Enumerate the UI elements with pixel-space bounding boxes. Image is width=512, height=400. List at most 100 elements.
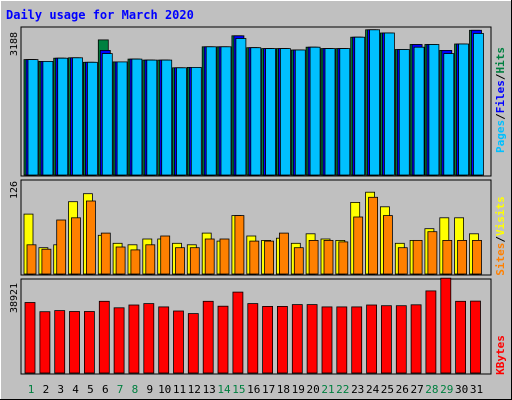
sites-bar	[323, 239, 334, 275]
day-label: 13	[203, 383, 216, 396]
kbytes-bar	[54, 310, 66, 374]
pages-bar	[57, 57, 69, 176]
day-label: 2	[43, 383, 50, 396]
pages-bar	[235, 38, 247, 176]
day-label: 25	[381, 383, 394, 396]
day-label: 23	[351, 383, 364, 396]
pages-bar	[146, 59, 158, 176]
legend-sep-2: /	[494, 73, 507, 80]
visits-max-label: 126	[9, 181, 20, 199]
day-label: 17	[262, 383, 275, 396]
sites-bar	[175, 247, 185, 275]
sites-bar	[41, 248, 52, 275]
day-label: 21	[321, 383, 334, 396]
kbytes-bar	[173, 310, 184, 374]
kbytes-bar	[113, 307, 125, 374]
day-label: 29	[440, 383, 453, 396]
pages-bar	[72, 57, 83, 176]
sites-bar	[100, 232, 111, 275]
day-label: 30	[455, 383, 468, 396]
pages-bar	[250, 47, 262, 176]
kbytes-bar	[39, 311, 51, 374]
sites-bar	[442, 239, 453, 275]
day-label: 4	[72, 383, 79, 396]
day-label: 28	[425, 383, 438, 396]
pages-bar	[443, 53, 455, 176]
kbytes-bar	[202, 300, 214, 374]
kbytes-bar	[351, 306, 363, 374]
pages-bar	[428, 44, 440, 176]
kbytes-bar	[336, 306, 348, 374]
sites-bar	[264, 240, 275, 275]
pages-bar	[190, 67, 202, 176]
day-label: 15	[232, 383, 245, 396]
pages-bar	[354, 36, 366, 176]
legend-sep-3: /	[494, 236, 507, 243]
sites-bar	[115, 246, 126, 275]
kbytes-bar	[410, 304, 422, 374]
day-label: 1	[28, 383, 35, 396]
sites-bar	[56, 219, 67, 275]
legend-pages: Pages	[494, 120, 507, 153]
day-label: 19	[292, 383, 305, 396]
day-label: 27	[410, 383, 423, 396]
visits-legend: Sites/Visits	[494, 196, 507, 276]
sites-bar	[457, 239, 468, 275]
sites-bar	[160, 235, 171, 275]
kbytes-bar	[69, 311, 80, 374]
chart-title: Daily usage for March 2020	[6, 8, 194, 22]
sites-bar	[293, 247, 304, 275]
kbytes-bar	[380, 305, 392, 374]
hits-legend: Pages/Files/Hits	[494, 47, 507, 153]
kbytes-bar	[276, 305, 288, 374]
sites-bar	[234, 215, 245, 275]
legend-kbytes: KBytes	[494, 335, 507, 375]
day-label: 16	[247, 383, 260, 396]
day-label: 3	[57, 383, 64, 396]
pages-bar	[176, 67, 187, 176]
kbytes-bar	[84, 311, 95, 374]
day-label: 20	[306, 383, 319, 396]
day-label: 10	[158, 383, 171, 396]
sites-bar	[412, 239, 423, 275]
pages-bar	[205, 46, 217, 176]
pages-bar	[309, 46, 321, 176]
sites-bar	[278, 232, 289, 275]
pages-bar	[87, 61, 98, 176]
pages-bar	[27, 59, 39, 176]
pages-bar	[398, 49, 410, 176]
kbytes-bar	[262, 305, 274, 374]
kbytes-bar	[440, 277, 452, 374]
pages-bar	[339, 48, 351, 176]
kbytes-bar	[395, 305, 407, 374]
day-label: 7	[117, 383, 124, 396]
day-label: 31	[470, 383, 483, 396]
kbytes-bar	[321, 306, 333, 374]
hits-max-label: 3188	[9, 32, 20, 56]
pages-bar	[369, 29, 381, 176]
kbytes-bar	[425, 290, 437, 374]
sites-bar	[308, 239, 319, 275]
pages-bar	[220, 46, 232, 176]
kbytes-bar	[366, 304, 378, 374]
sites-bar	[204, 238, 215, 275]
pages-bar	[473, 33, 484, 176]
kbytes-bar	[217, 305, 229, 374]
kbytes-bar	[470, 300, 481, 374]
sites-bar	[427, 231, 438, 275]
day-label: 8	[132, 383, 139, 396]
pages-bar	[101, 53, 113, 176]
pages-bar	[131, 58, 143, 176]
kbytes-bar	[306, 304, 318, 374]
pages-bar	[161, 59, 173, 176]
day-label: 26	[396, 383, 409, 396]
pages-bar	[324, 48, 336, 176]
legend-sites: Sites	[494, 243, 507, 276]
pages-bar	[265, 48, 277, 176]
sites-bar	[189, 247, 200, 275]
legend-visits: Visits	[494, 196, 507, 236]
pages-bar	[116, 61, 128, 176]
day-label: 12	[188, 383, 201, 396]
legend-sep-1: /	[494, 113, 507, 120]
sites-bar	[26, 244, 37, 275]
